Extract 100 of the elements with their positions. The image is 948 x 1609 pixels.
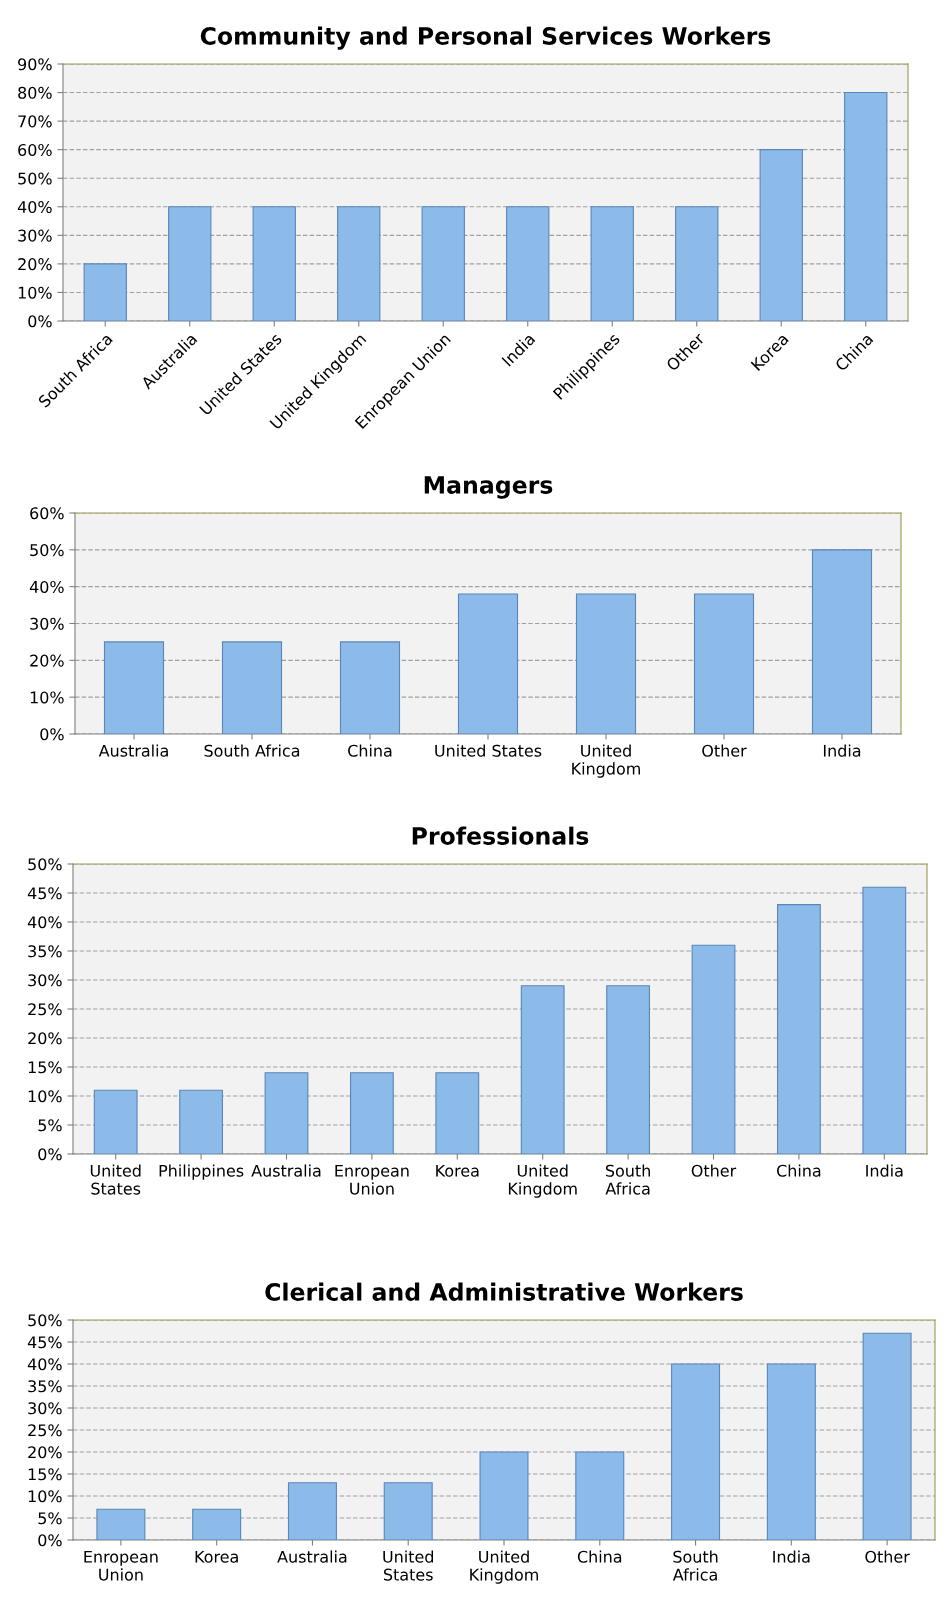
y-tick-label: 30%	[28, 1402, 62, 1415]
x-tick-label: China	[348, 744, 392, 757]
x-tick-label: Philippines	[159, 1164, 244, 1180]
bar	[479, 1451, 529, 1540]
bar	[457, 593, 519, 734]
x-tick-label: United States	[383, 1550, 434, 1581]
y-tick-label: 5%	[38, 1512, 62, 1525]
x-tick-label: Other	[691, 1164, 737, 1177]
y-tick-label: 40%	[29, 580, 64, 593]
y-tick-label: 0%	[28, 315, 52, 328]
x-tick-label: United States	[90, 1164, 141, 1195]
y-tick-label: 60%	[18, 143, 52, 156]
x-tick-label: China	[577, 1550, 622, 1563]
y-tick-label: 10%	[18, 286, 52, 299]
y-tick-label: 80%	[18, 86, 52, 99]
x-tick-label: India	[823, 744, 861, 757]
bar	[693, 593, 755, 734]
y-tick-label: 40%	[17, 200, 52, 214]
y-tick-label: 30%	[18, 229, 52, 242]
x-tick-label: India	[773, 1550, 810, 1563]
bar	[435, 1072, 480, 1154]
bar	[671, 1363, 721, 1540]
bar	[606, 985, 651, 1154]
bar	[590, 206, 634, 321]
x-tick-label: Enropean Union	[84, 1550, 158, 1581]
bar	[691, 944, 736, 1154]
bar	[862, 1332, 912, 1540]
bar	[506, 206, 550, 321]
chart-title: Clerical and Administrative Workers	[265, 1282, 743, 1301]
x-tick-label: India	[866, 1164, 903, 1177]
y-tick-label: 90%	[18, 58, 52, 71]
x-tick-label: Australia	[98, 744, 168, 757]
y-tick-label: 25%	[28, 1424, 62, 1437]
y-tick-label: 0%	[40, 728, 64, 741]
y-tick-label: 45%	[27, 887, 62, 900]
y-tick-label: 30%	[30, 617, 64, 630]
x-tick-label: South Africa	[204, 744, 300, 757]
bar	[339, 641, 401, 734]
bar	[83, 263, 127, 321]
bar	[168, 206, 212, 321]
x-tick-label: Other	[702, 744, 747, 757]
bar	[421, 206, 465, 321]
bar	[759, 149, 803, 321]
bar	[862, 886, 907, 1154]
bar	[675, 206, 719, 321]
y-tick-label: 0%	[38, 1148, 62, 1161]
y-tick-label: 60%	[30, 507, 64, 520]
bar	[221, 641, 283, 734]
bar	[575, 1451, 625, 1540]
chart-title: Professionals	[412, 826, 589, 845]
chart-title: Managers	[424, 476, 553, 499]
x-tick-label: United States	[435, 744, 542, 757]
y-tick-label: 25%	[28, 1003, 62, 1016]
bar	[811, 549, 873, 734]
chart-title: Community and Personal Services Workers	[200, 26, 771, 50]
y-tick-label: 10%	[28, 1490, 62, 1503]
bar	[264, 1072, 309, 1154]
x-tick-label: Australia	[277, 1550, 347, 1563]
x-tick-label: United Kingdom	[470, 1550, 538, 1584]
x-tick-label: United Kingdom	[572, 744, 640, 778]
bar	[287, 1482, 337, 1540]
y-tick-label: 70%	[18, 115, 52, 128]
y-tick-label: 50%	[28, 858, 62, 871]
bar	[337, 206, 381, 321]
bar	[844, 92, 888, 321]
bar	[179, 1089, 224, 1154]
y-tick-label: 30%	[28, 974, 62, 987]
y-tick-label: 45%	[27, 1336, 62, 1349]
bar	[93, 1089, 138, 1154]
y-tick-label: 50%	[30, 544, 64, 557]
x-tick-label: United Kingdom	[508, 1164, 577, 1198]
y-tick-label: 35%	[28, 945, 62, 958]
y-tick-label: 10%	[30, 691, 64, 704]
bar	[575, 593, 637, 734]
bar	[349, 1072, 394, 1154]
bar	[520, 985, 565, 1154]
bar	[192, 1508, 242, 1540]
y-tick-label: 35%	[28, 1380, 62, 1393]
bar	[103, 641, 165, 734]
y-tick-label: 15%	[28, 1468, 62, 1481]
y-tick-label: 20%	[28, 1032, 62, 1045]
x-tick-label: Australia	[251, 1164, 321, 1177]
x-tick-label: Enropean Union	[335, 1164, 409, 1195]
y-tick-label: 20%	[28, 1446, 62, 1459]
y-tick-label: 0%	[38, 1534, 62, 1547]
x-tick-label: Korea	[436, 1164, 479, 1177]
x-tick-label: Korea	[195, 1550, 238, 1563]
bar	[252, 206, 296, 321]
y-tick-label: 10%	[28, 1090, 62, 1103]
y-tick-label: 50%	[18, 172, 52, 185]
bar	[776, 904, 821, 1154]
y-tick-label: 5%	[38, 1119, 62, 1132]
y-tick-label: 50%	[28, 1314, 62, 1327]
y-tick-label: 20%	[18, 258, 52, 271]
y-tick-label: 40%	[27, 1358, 62, 1371]
y-tick-label: 15%	[28, 1061, 62, 1074]
y-tick-label: 40%	[27, 916, 62, 929]
x-tick-label: South Africa	[605, 1164, 650, 1195]
bar	[383, 1482, 433, 1540]
bar	[96, 1508, 146, 1540]
